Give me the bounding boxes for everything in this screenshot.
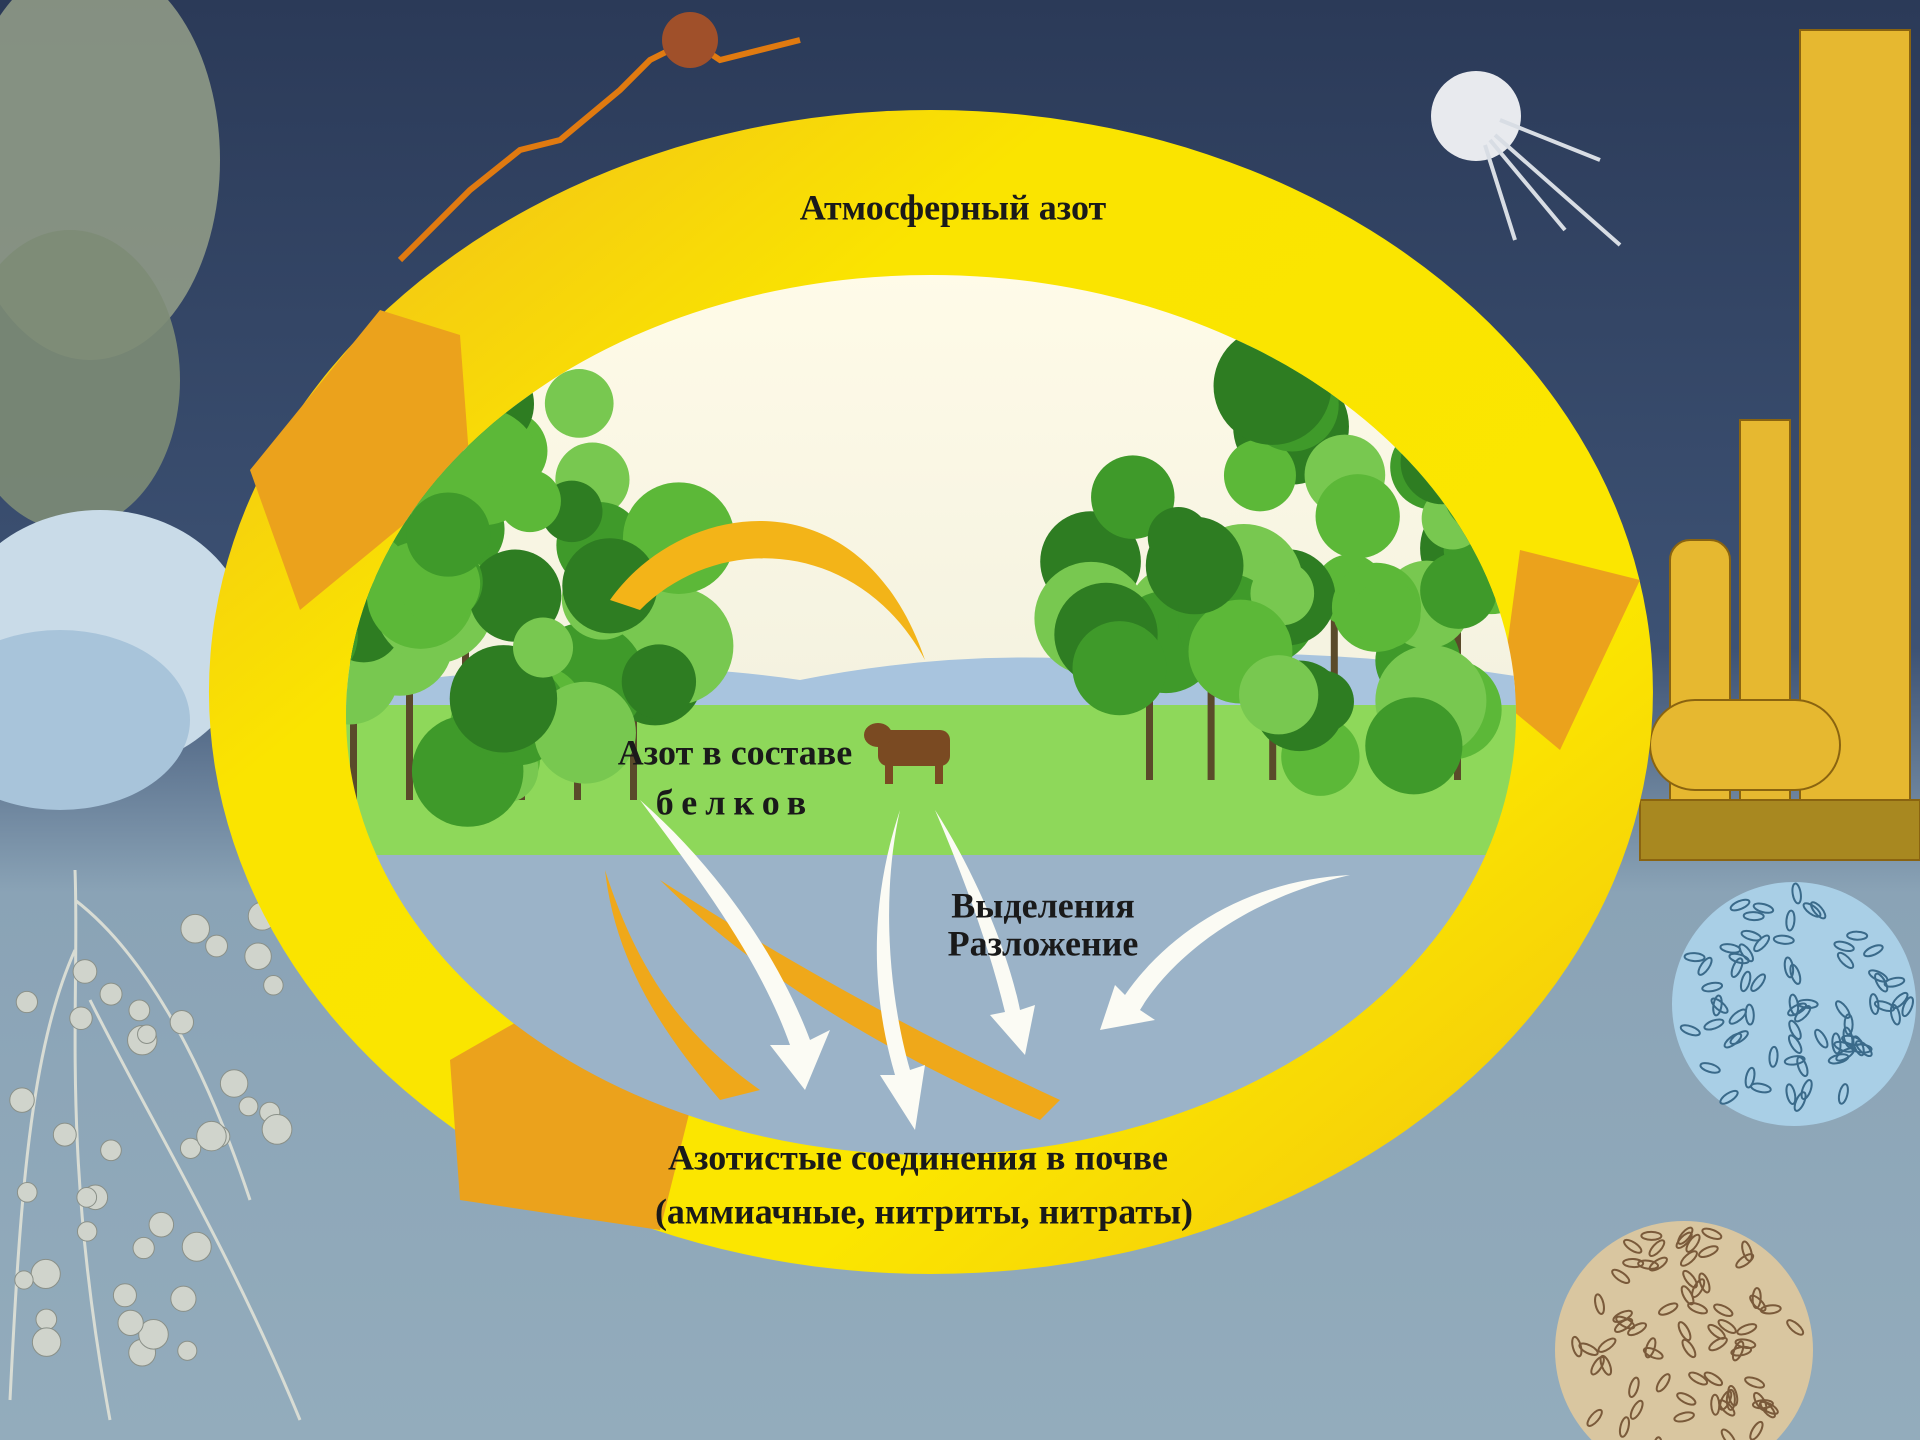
nodule xyxy=(15,1271,33,1289)
tank xyxy=(1650,700,1840,790)
nodule xyxy=(113,1284,136,1307)
foliage xyxy=(622,644,696,718)
nodule xyxy=(77,1188,97,1208)
tank xyxy=(1670,540,1730,840)
nodule xyxy=(36,1309,57,1330)
cow-leg xyxy=(885,762,893,784)
nodule xyxy=(181,914,210,943)
nodule xyxy=(220,1070,247,1097)
excretion-label: Выделения xyxy=(951,885,1134,925)
base xyxy=(1640,800,1920,860)
foliage xyxy=(1352,580,1420,648)
nodule xyxy=(73,960,97,984)
nodule xyxy=(129,1000,150,1021)
nodule xyxy=(197,1121,226,1150)
lightning-flash xyxy=(662,12,718,68)
nodule xyxy=(149,1212,174,1237)
nitrogen-cycle-illustration: Атмосферный азот Азот в составе белков В… xyxy=(0,0,1920,1440)
cow-leg xyxy=(935,762,943,784)
nodule xyxy=(206,935,228,957)
foliage xyxy=(406,492,490,576)
nodule xyxy=(32,1328,60,1356)
nodule xyxy=(170,1010,193,1033)
nodule xyxy=(10,1088,35,1113)
atmospheric-nitrogen-label: Атмосферный азот xyxy=(800,187,1107,227)
nodule xyxy=(264,976,283,995)
nodule xyxy=(178,1341,197,1360)
nodule xyxy=(70,1007,92,1029)
nodule xyxy=(182,1232,211,1261)
foliage xyxy=(1316,474,1400,558)
foliage xyxy=(1072,621,1166,715)
nodule xyxy=(262,1115,292,1145)
nodule xyxy=(118,1310,143,1335)
nodule xyxy=(239,1097,258,1116)
soil-compounds-label: Азотистые соединения в почве xyxy=(668,1137,1168,1177)
foliage xyxy=(513,618,573,678)
foliage xyxy=(545,369,614,438)
nodule xyxy=(133,1237,154,1258)
foliage xyxy=(1146,517,1244,615)
nodule xyxy=(100,983,122,1005)
foliage xyxy=(499,470,561,532)
foliage xyxy=(1365,697,1462,794)
nodule xyxy=(245,943,272,970)
decomposition-label: Разложение xyxy=(948,923,1139,963)
nodule xyxy=(53,1123,76,1146)
page: Атмосферный азот Азот в составе белков В… xyxy=(0,0,1920,1440)
protein-nitrogen-label: Азот в составе xyxy=(618,732,852,772)
nodule xyxy=(17,1183,37,1203)
nodule xyxy=(77,1222,96,1241)
cow-head xyxy=(864,723,892,747)
soil-compounds-label: (аммиачные, нитриты, нитраты) xyxy=(655,1191,1193,1231)
nodule xyxy=(31,1259,60,1288)
protein-nitrogen-label: белков xyxy=(656,782,815,822)
nodule xyxy=(171,1286,196,1311)
nodule xyxy=(101,1140,122,1161)
nodule xyxy=(16,991,37,1012)
foliage xyxy=(1239,655,1318,734)
nodule xyxy=(138,1025,157,1044)
